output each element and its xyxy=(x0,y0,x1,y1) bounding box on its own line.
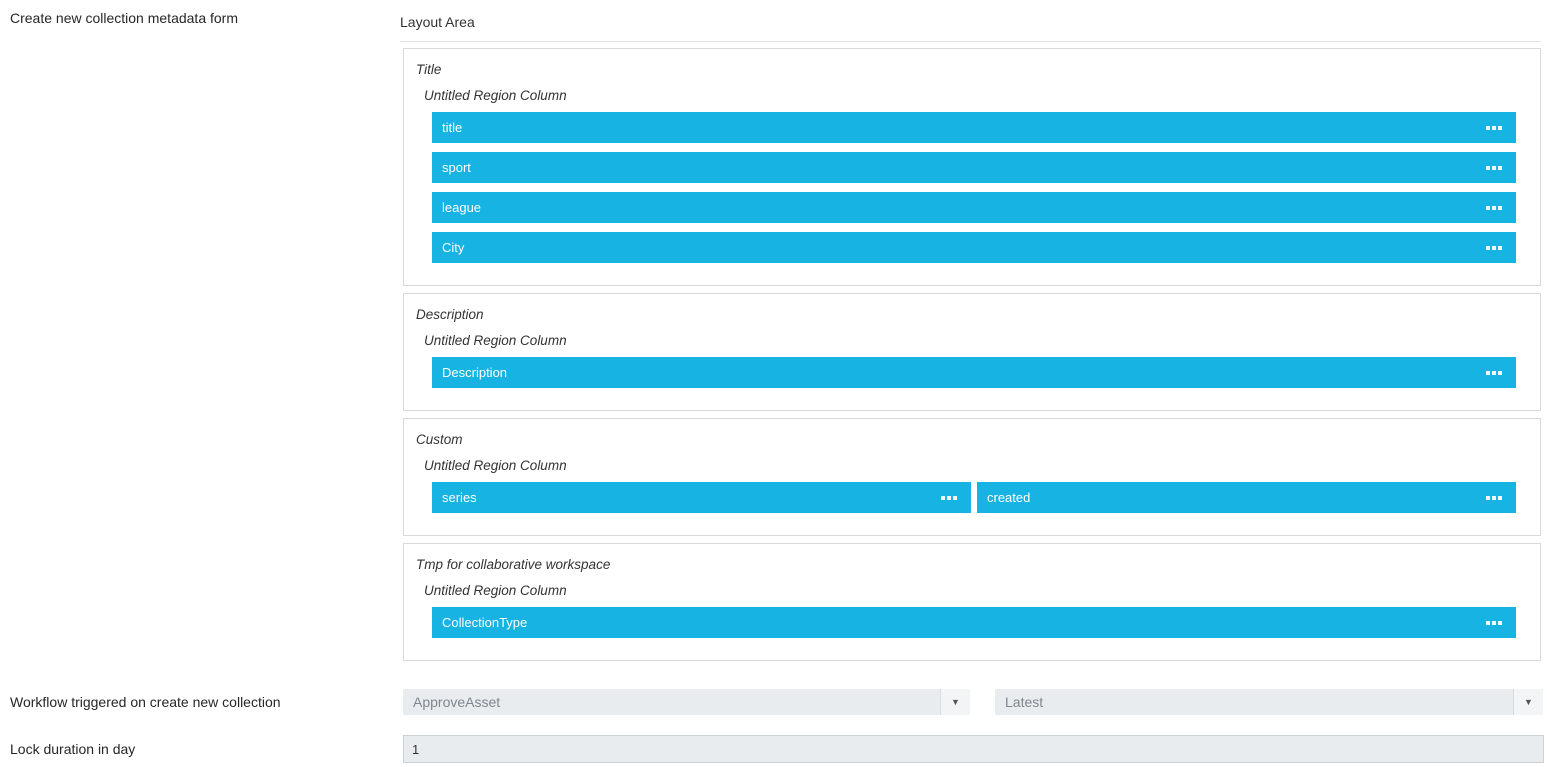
field-item-created[interactable]: created xyxy=(977,482,1516,513)
workflow-select[interactable]: ApproveAsset ▼ xyxy=(403,689,970,715)
region-column[interactable]: Untitled Region Column Description xyxy=(424,333,1516,388)
region-title: Custom xyxy=(416,432,463,447)
field-label: City xyxy=(442,240,465,255)
workflow-version-select[interactable]: Latest ▼ xyxy=(995,689,1543,715)
region-title: Description xyxy=(416,307,484,322)
field-label: league xyxy=(442,200,482,215)
workflow-section: Workflow triggered on create new collect… xyxy=(0,689,1547,715)
field-item-series[interactable]: series xyxy=(432,482,971,513)
field-item-title[interactable]: title xyxy=(432,112,1516,143)
drag-handle-icon[interactable] xyxy=(1486,245,1502,250)
region-box-tmp-collaborative-workspace[interactable]: Tmp for collaborative workspace Untitled… xyxy=(403,543,1541,661)
region-box-description[interactable]: Description Untitled Region Column Descr… xyxy=(403,293,1541,411)
drag-handle-icon[interactable] xyxy=(1486,370,1502,375)
region-column-label: Untitled Region Column xyxy=(424,458,567,473)
chevron-down-icon[interactable]: ▼ xyxy=(940,689,970,715)
lock-duration-label: Lock duration in day xyxy=(10,741,136,757)
region-title: Tmp for collaborative workspace xyxy=(416,557,611,572)
field-label: sport xyxy=(442,160,471,175)
metadata-form-section: Create new collection metadata form Layo… xyxy=(10,10,1541,661)
drag-handle-icon[interactable] xyxy=(1486,165,1502,170)
field-label: Description xyxy=(442,365,508,380)
field-item-description[interactable]: Description xyxy=(432,357,1516,388)
form-section-label: Create new collection metadata form xyxy=(10,10,238,26)
region-title: Title xyxy=(416,62,442,77)
drag-handle-icon[interactable] xyxy=(1486,125,1502,130)
drag-handle-icon[interactable] xyxy=(1486,495,1502,500)
workflow-label: Workflow triggered on create new collect… xyxy=(10,694,281,710)
lock-duration-input[interactable] xyxy=(403,735,1544,763)
field-item-city[interactable]: City xyxy=(432,232,1516,263)
layout-area-heading: Layout Area xyxy=(400,14,475,30)
field-item-sport[interactable]: sport xyxy=(432,152,1516,183)
region-column[interactable]: Untitled Region Column title sport leagu… xyxy=(424,88,1516,263)
field-label: CollectionType xyxy=(442,615,528,630)
region-box-title[interactable]: Title Untitled Region Column title sport… xyxy=(403,48,1541,286)
chevron-down-icon[interactable]: ▼ xyxy=(1513,689,1543,715)
drag-handle-icon[interactable] xyxy=(941,495,957,500)
field-label: title xyxy=(442,120,463,135)
field-label: created xyxy=(987,490,1031,505)
drag-handle-icon[interactable] xyxy=(1486,205,1502,210)
layout-area-divider xyxy=(400,41,1541,42)
region-column-label: Untitled Region Column xyxy=(424,88,567,103)
field-item-league[interactable]: league xyxy=(432,192,1516,223)
region-column-label: Untitled Region Column xyxy=(424,333,567,348)
region-column[interactable]: Untitled Region Column series created xyxy=(424,458,1516,513)
lock-duration-section: Lock duration in day xyxy=(0,735,1547,763)
drag-handle-icon[interactable] xyxy=(1486,620,1502,625)
region-column-label: Untitled Region Column xyxy=(424,583,567,598)
field-item-collectiontype[interactable]: CollectionType xyxy=(432,607,1516,638)
region-box-custom[interactable]: Custom Untitled Region Column series cre… xyxy=(403,418,1541,536)
workflow-select-value: ApproveAsset xyxy=(413,694,501,710)
workflow-version-select-value: Latest xyxy=(1005,694,1044,710)
field-label: series xyxy=(442,490,477,505)
region-column[interactable]: Untitled Region Column CollectionType xyxy=(424,583,1516,638)
